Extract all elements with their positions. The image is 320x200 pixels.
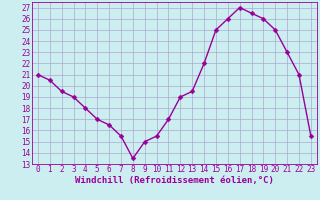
X-axis label: Windchill (Refroidissement éolien,°C): Windchill (Refroidissement éolien,°C) — [75, 176, 274, 185]
